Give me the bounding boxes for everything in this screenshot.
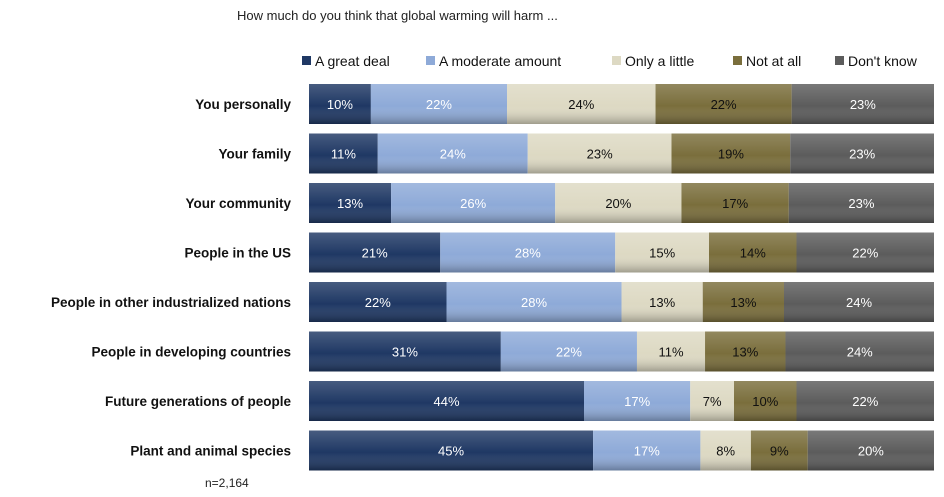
data-label: 15% bbox=[649, 246, 675, 261]
data-label: 13% bbox=[732, 345, 758, 360]
data-label: 11% bbox=[658, 345, 683, 360]
legend-swatch-not-at-all bbox=[733, 56, 742, 65]
bar-row-plant-and-animal-species: 45% 17% 8% 9% 20% bbox=[309, 430, 934, 471]
data-label: 22% bbox=[711, 97, 737, 112]
category-label: You personally bbox=[195, 97, 291, 112]
data-label: 23% bbox=[849, 147, 875, 162]
data-label: 23% bbox=[850, 97, 876, 112]
data-label: 22% bbox=[426, 97, 452, 112]
data-label: 22% bbox=[852, 246, 878, 261]
data-label: 13% bbox=[649, 295, 675, 310]
data-label: 24% bbox=[440, 147, 466, 162]
category-label: People in developing countries bbox=[91, 345, 291, 360]
data-label: 28% bbox=[515, 246, 541, 261]
bar-row-people-in-other-industrialized-nations: 22% 28% 13% 13% 24% bbox=[309, 282, 934, 322]
data-label: 24% bbox=[568, 97, 594, 112]
data-label: 14% bbox=[740, 246, 766, 261]
data-label: 11% bbox=[331, 147, 356, 162]
legend-swatch-only-a-little bbox=[612, 56, 621, 65]
bar-row-you-personally: 10% 22% 24% 22% 23% bbox=[309, 84, 934, 124]
category-label: Future generations of people bbox=[105, 394, 292, 409]
data-label: 17% bbox=[624, 394, 650, 409]
data-label: 8% bbox=[716, 444, 735, 459]
category-label: Your community bbox=[185, 196, 291, 211]
bar-row-people-in-the-us: 21% 28% 15% 14% 22% bbox=[309, 232, 934, 273]
data-label: 31% bbox=[392, 345, 418, 360]
legend-label-a-moderate-amount: A moderate amount bbox=[439, 53, 561, 69]
bar-row-your-family: 11% 24% 23% 19% 23% bbox=[309, 133, 934, 174]
category-labels: You personally Your family Your community P… bbox=[51, 97, 292, 459]
bar-row-people-in-developing-countries: 31% 22% 11% 13% 24% bbox=[309, 331, 934, 372]
bars: 10% 22% 24% 22% 23%11% 24% 23% 19% 23%13% 26% 20% 1… bbox=[309, 84, 934, 471]
data-label: 24% bbox=[846, 295, 872, 310]
data-label: 17% bbox=[722, 196, 748, 211]
category-label: Your family bbox=[218, 147, 291, 162]
data-label: 21% bbox=[362, 246, 388, 261]
data-label: 28% bbox=[521, 295, 547, 310]
data-label: 19% bbox=[718, 147, 744, 162]
data-label: 7% bbox=[703, 394, 722, 409]
data-label: 23% bbox=[848, 196, 874, 211]
data-label: 10% bbox=[752, 394, 778, 409]
bar-row-future-generations-of-people: 44% 17% 7% 10% 22% bbox=[309, 381, 934, 421]
legend: A great deal A moderate amount Only a litt… bbox=[302, 53, 918, 69]
data-label: 9% bbox=[770, 444, 789, 459]
legend-label-only-a-little: Only a little bbox=[625, 53, 694, 69]
data-label: 22% bbox=[852, 394, 878, 409]
data-label: 17% bbox=[634, 444, 660, 459]
data-label: 24% bbox=[847, 345, 873, 360]
bar-row-your-community: 13% 26% 20% 17% 23% bbox=[309, 183, 934, 223]
data-label: 44% bbox=[433, 394, 459, 409]
sample-size-note: n=2,164 bbox=[205, 476, 249, 490]
legend-swatch-don-t-know bbox=[835, 56, 844, 65]
legend-swatch-a-moderate-amount bbox=[426, 56, 435, 65]
legend-label-not-at-all: Not at all bbox=[746, 53, 801, 69]
category-label: People in other industrialized nations bbox=[51, 295, 291, 310]
data-label: 22% bbox=[556, 345, 582, 360]
category-label: People in the US bbox=[184, 246, 291, 261]
data-label: 23% bbox=[587, 147, 613, 162]
data-label: 22% bbox=[365, 295, 391, 310]
legend-label-a-great-deal: A great deal bbox=[315, 53, 390, 69]
data-label: 45% bbox=[438, 444, 464, 459]
data-label: 13% bbox=[337, 196, 363, 211]
legend-label-don-t-know: Don't know bbox=[848, 53, 918, 69]
data-label: 20% bbox=[605, 196, 631, 211]
data-label: 13% bbox=[730, 295, 756, 310]
data-label: 20% bbox=[858, 444, 884, 459]
category-label: Plant and animal species bbox=[130, 444, 291, 459]
chart-title: How much do you think that global warmin… bbox=[237, 8, 558, 23]
data-label: 10% bbox=[327, 97, 353, 112]
data-label: 26% bbox=[460, 196, 486, 211]
legend-swatch-a-great-deal bbox=[302, 56, 311, 65]
